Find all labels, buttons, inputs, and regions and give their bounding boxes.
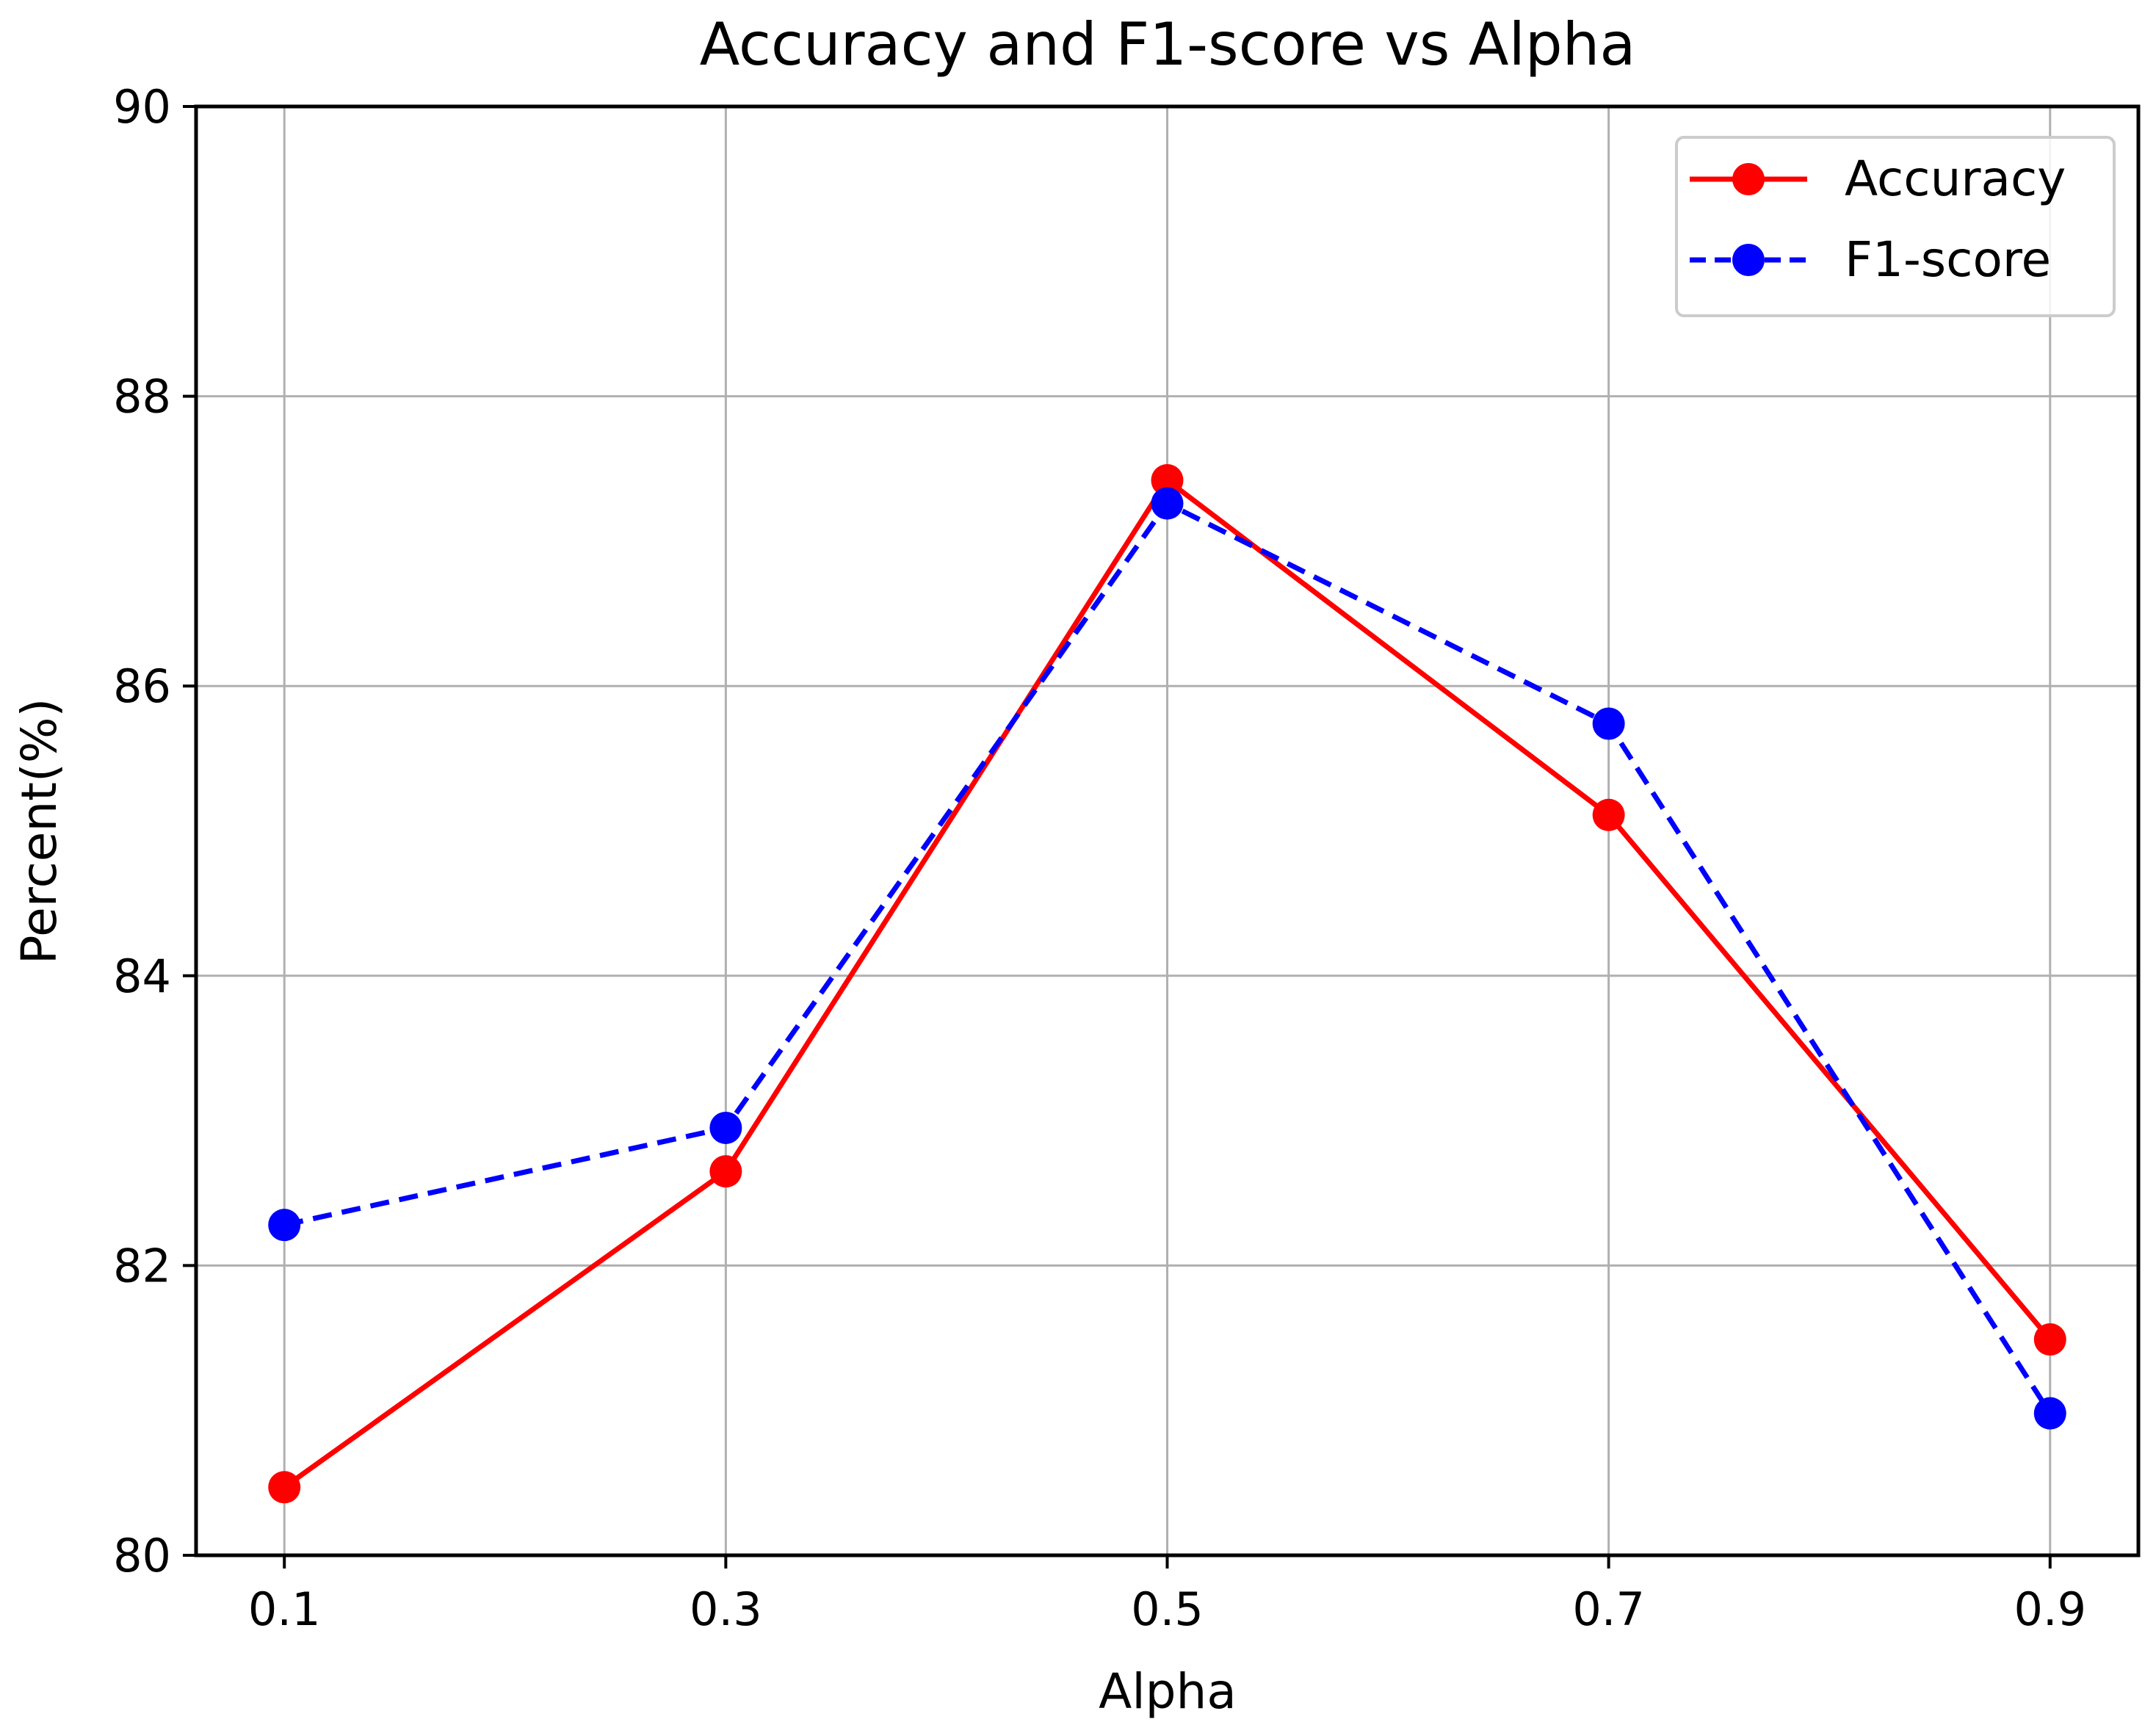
y-tick-label: 82 xyxy=(113,1239,171,1292)
series-layer xyxy=(268,464,2066,1504)
y-tick-label: 84 xyxy=(113,949,171,1003)
x-tick-label: 0.9 xyxy=(2014,1582,2086,1636)
data-point-accuracy xyxy=(268,1471,301,1504)
legend-marker-f1-score xyxy=(1732,244,1765,276)
data-point-accuracy xyxy=(709,1155,742,1188)
y-tick-label: 80 xyxy=(113,1529,171,1582)
chart-title: Accuracy and F1-score vs Alpha xyxy=(700,10,1636,79)
data-point-accuracy xyxy=(1151,464,1184,497)
data-point-f1-score xyxy=(1592,707,1625,740)
data-point-f1-score xyxy=(709,1111,742,1144)
y-axis-label: Percent(%) xyxy=(11,698,68,965)
grid-layer xyxy=(196,105,2138,1557)
y-tick-label: 90 xyxy=(113,80,171,134)
data-point-accuracy xyxy=(2033,1323,2066,1356)
y-tick-label: 88 xyxy=(113,370,171,424)
data-point-f1-score xyxy=(268,1209,301,1242)
tick-layer: 0.1 0.3 0.5 0.7 0.9 80 82 84 86 88 90 xyxy=(113,80,2086,1636)
x-tick-label: 0.1 xyxy=(248,1582,321,1636)
x-axis-label: Alpha xyxy=(1099,1663,1237,1720)
data-point-f1-score xyxy=(2033,1397,2066,1430)
legend-box xyxy=(1675,136,2116,317)
legend-marker-accuracy xyxy=(1732,163,1765,195)
legend: Accuracy F1-score xyxy=(1675,136,2116,317)
data-point-accuracy xyxy=(1592,798,1625,831)
legend-label-f1-score: F1-score xyxy=(1845,231,2051,288)
x-tick-label: 0.5 xyxy=(1131,1582,1204,1636)
x-tick-label: 0.7 xyxy=(1572,1582,1645,1636)
x-tick-label: 0.3 xyxy=(690,1582,762,1636)
legend-label-accuracy: Accuracy xyxy=(1845,151,2066,207)
data-point-f1-score xyxy=(1151,487,1184,520)
y-tick-label: 86 xyxy=(113,659,171,713)
